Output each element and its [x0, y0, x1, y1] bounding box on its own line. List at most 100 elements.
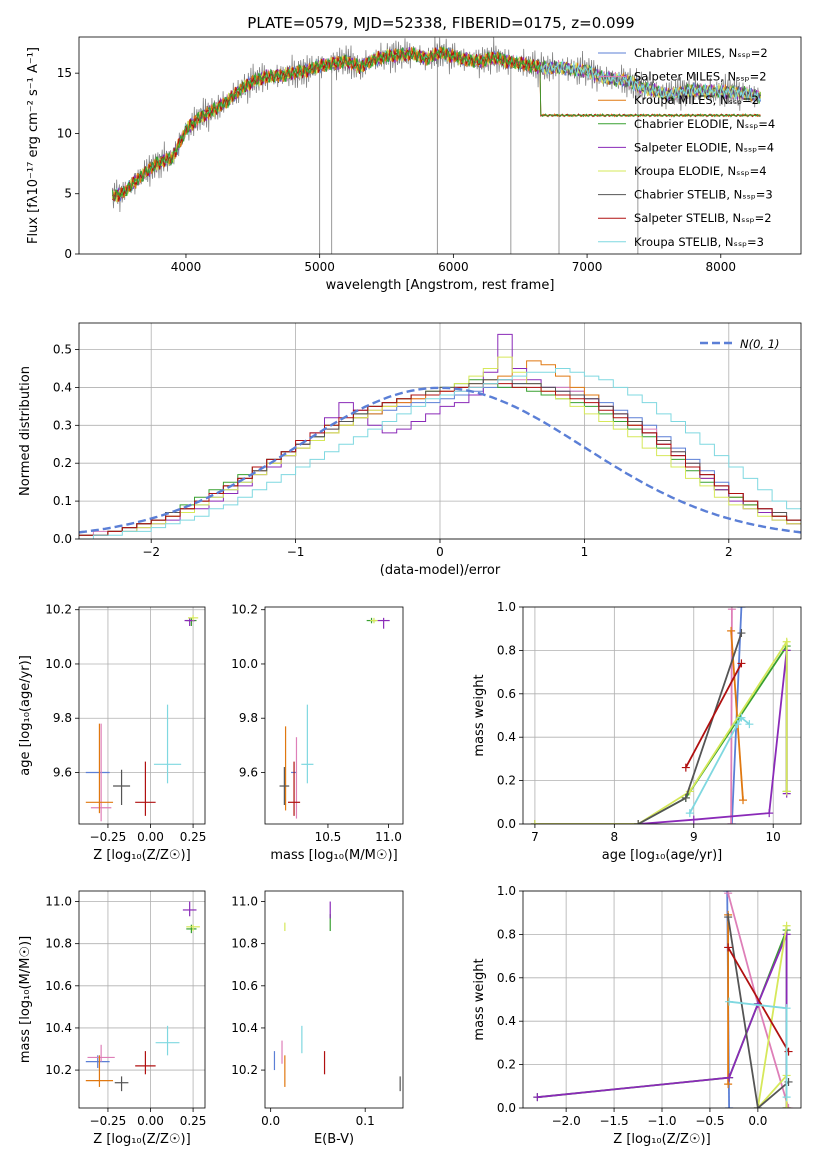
- y-tick-label: 9.8: [53, 711, 72, 725]
- weight-series-chabrier-stelib: [634, 629, 746, 824]
- x-tick-label: 10: [766, 830, 781, 844]
- axes-weight-vs-Z: −2.0 −1.5 −1.0 −0.5 0.0 0.0 0.2 0.4 0.6 0.8 1.0 Z […: [472, 884, 802, 1147]
- x-tick-label: 8000: [706, 260, 737, 274]
- point-chabrier-stelib: [114, 1076, 129, 1092]
- x-tick-label: 4000: [171, 260, 202, 274]
- y-axis-label: age [log₁₀(age/yr)]: [18, 655, 33, 776]
- point-salpeter-miles: [90, 723, 112, 822]
- axes-spectrum: 4000 5000 6000 7000 8000 0 5 10 15 wavelength [An…: [26, 36, 802, 293]
- plot-area-mass-vs-Z: [85, 901, 200, 1092]
- x-axis-label: mass [log₁₀(M/M☉)]: [270, 848, 397, 863]
- axes-frame: [78, 606, 206, 825]
- x-tick-label: 7000: [572, 260, 603, 274]
- weight-marker: [634, 820, 643, 824]
- weight-marker: [753, 1104, 762, 1108]
- gaussian-reference-line: [79, 386, 801, 534]
- axes-residuals: −2 −1 0 1 2 0.0 0.1 0.2 0.3 0.4 0.5 (data-model)/er…: [18, 322, 802, 578]
- x-tick-label: 0.0: [748, 1114, 767, 1128]
- x-tick-label: −0.25: [90, 830, 127, 844]
- x-tick-label: −2.0: [552, 1114, 581, 1128]
- plot-area-age-vs-mass: [279, 617, 390, 819]
- point-salpeter-miles: [87, 1044, 115, 1062]
- weight-marker: [685, 809, 694, 818]
- x-tick-label: 1: [581, 545, 589, 559]
- axes-frame: [522, 890, 802, 1109]
- y-tick-label: 11.0: [231, 895, 258, 909]
- point-chabrier-elodie: [186, 924, 197, 934]
- weight-marker: [733, 720, 742, 729]
- weight-line: [727, 916, 790, 1108]
- x-tick-label: 0.1: [356, 1114, 375, 1128]
- y-tick-label: 10.0: [45, 657, 72, 671]
- axes-age-vs-Z: −0.25 0.00 0.25 9.6 9.8 10.0 10.2 Z [log₁₀(Z/Z☉…: [18, 603, 206, 863]
- point-salpeter-stelib: [288, 761, 301, 816]
- y-axis-label: mass weight: [472, 674, 487, 756]
- x-tick-label: −1.0: [647, 1114, 676, 1128]
- weight-marker: [725, 997, 734, 1006]
- x-tick-label: 10.5: [315, 830, 342, 844]
- x-tick-label: 8: [611, 830, 619, 844]
- x-tick-label: 7: [531, 830, 539, 844]
- weight-marker: [727, 820, 736, 824]
- axes-frame: [78, 322, 802, 540]
- weight-marker: [739, 796, 748, 805]
- point-kroupa-stelib: [301, 704, 314, 784]
- panel-age-vs-mass: 10.5 11.0 9.6 9.8 10.0 10.2 mass [log₁₀(M/M☉)]: [231, 603, 404, 863]
- legend-label: Kroupa STELIB, Nₛₛₚ=3: [634, 235, 764, 249]
- panel-spectrum: 4000 5000 6000 7000 8000 0 5 10 15 wavelength [An…: [26, 36, 802, 293]
- figure-title: PLATE=0579, MJD=52338, FIBERID=0175, z=0…: [247, 14, 634, 32]
- residual-legend: N(0, 1): [700, 337, 780, 351]
- weight-series-salpeter-stelib: [681, 659, 746, 772]
- y-tick-label: 0.2: [497, 774, 516, 788]
- point-chabrier-stelib: [113, 769, 131, 806]
- point-kroupa-elodie: [187, 615, 199, 621]
- y-tick-label: 0.0: [497, 1101, 516, 1115]
- y-tick-label: 10.6: [45, 979, 72, 993]
- weight-marker: [782, 637, 791, 646]
- plot-area-mass-vs-EBV: [273, 901, 401, 1092]
- plot-area-age-vs-Z: [85, 615, 199, 822]
- weight-marker: [689, 815, 698, 824]
- legend-label: N(0, 1): [740, 337, 780, 351]
- weight-marker: [727, 626, 736, 635]
- weight-series-kroupa-stelib: [685, 713, 754, 818]
- weight-marker: [530, 820, 539, 824]
- x-tick-label: −2: [142, 545, 160, 559]
- weight-marker: [782, 1093, 791, 1102]
- y-tick-label: 0.8: [497, 643, 516, 657]
- legend-label: Kroupa MILES, Nₛₛₚ=2: [634, 93, 759, 107]
- x-tick-label: 0: [436, 545, 444, 559]
- axes-mass-vs-Z: −0.25 0.00 0.25 10.2 10.4 10.6 10.8 11.0 Z [log₁…: [18, 890, 207, 1147]
- spectrum-legend: Chabrier MILES, Nₛₛₚ=2 Salpeter MILES, Nₛ…: [598, 46, 775, 249]
- x-tick-label: 0.25: [180, 1114, 207, 1128]
- legend-label: Chabrier STELIB, Nₛₛₚ=3: [634, 188, 773, 202]
- axes-frame: [522, 606, 802, 825]
- y-tick-label: 0.8: [497, 927, 516, 941]
- weight-marker: [725, 1104, 734, 1108]
- weight-marker: [782, 787, 791, 796]
- panel-weight-vs-Z: −2.0 −1.5 −1.0 −0.5 0.0 0.0 0.2 0.4 0.6 0.8 1.0 Z […: [472, 884, 802, 1147]
- x-axis-label: Z [log₁₀(Z/Z☉)]: [93, 848, 190, 863]
- x-tick-label: −0.5: [695, 1114, 724, 1128]
- x-tick-label: 0.0: [261, 1114, 280, 1128]
- y-axis-label: mass [log₁₀(M/M☉)]: [18, 936, 33, 1063]
- plot-area-weight-vs-age: [530, 607, 791, 824]
- x-axis-label: E(B-V): [314, 1132, 354, 1147]
- histogram-kroupa-stelib: [79, 368, 801, 539]
- point-kroupa-elodie: [370, 617, 378, 624]
- weight-marker: [681, 763, 690, 772]
- weight-marker: [681, 793, 690, 802]
- y-tick-label: 10.2: [231, 603, 258, 617]
- x-tick-label: 2: [725, 545, 733, 559]
- y-tick-label: 10.4: [231, 1021, 258, 1035]
- x-axis-label: wavelength [Angstrom, rest frame]: [326, 278, 555, 293]
- y-tick-label: 10.2: [45, 1063, 72, 1077]
- y-tick-label: 0.4: [497, 730, 516, 744]
- x-tick-label: 9: [690, 830, 698, 844]
- x-tick-label: 11.0: [375, 830, 402, 844]
- weight-series-salpeter-stelib: [724, 943, 793, 1056]
- y-tick-label: 0.4: [497, 1014, 516, 1028]
- x-axis-label: Z [log₁₀(Z/Z☉)]: [93, 1132, 190, 1147]
